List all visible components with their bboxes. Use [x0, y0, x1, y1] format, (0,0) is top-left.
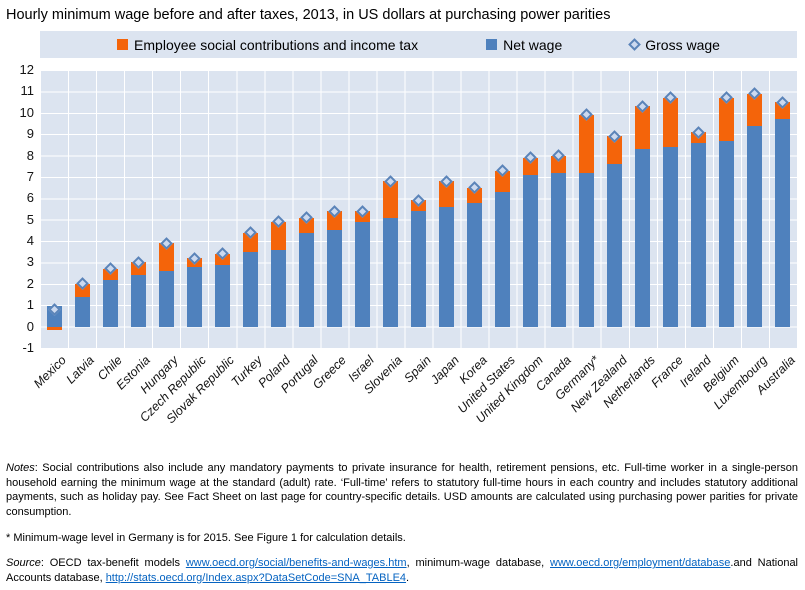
bar-net-wage [298, 232, 314, 327]
bar-net-wage [382, 217, 398, 327]
bar-tax [270, 221, 286, 250]
bar-net-wage [102, 279, 118, 327]
bar-tax [46, 326, 62, 330]
bar-net-wage [439, 206, 455, 327]
bar-net-wage [523, 174, 539, 327]
x-axis-label: Spain [400, 353, 434, 386]
plot-area [40, 70, 797, 348]
footnote: * Minimum-wage level in Germany is for 2… [6, 532, 406, 544]
source-mid1: , minimum-wage database, [406, 557, 551, 569]
bar-net-wage [719, 140, 735, 327]
bar-tax [158, 243, 174, 271]
bar-net-wage [354, 221, 370, 327]
y-axis-tick: 12 [19, 62, 34, 77]
y-axis-tick: -1 [22, 340, 34, 355]
y-axis-tick: 6 [26, 190, 34, 206]
bar-net-wage [74, 296, 90, 327]
source-end: . [406, 571, 410, 584]
bar-net-wage [579, 172, 595, 327]
notes-label: Notes [6, 462, 35, 474]
bar-tax [551, 155, 567, 173]
source-label: Source [6, 557, 41, 569]
chart-legend: Employee social contributions and income… [40, 31, 797, 58]
bar-tax [523, 157, 539, 175]
y-axis-tick: 1 [26, 297, 34, 313]
link-sna-table4[interactable]: http://stats.oecd.org/Index.aspx?DataSet… [105, 571, 407, 584]
source-mid2: .and National Accounts database, [6, 557, 799, 584]
bar-tax [439, 181, 455, 207]
figure-title: Hourly minimum wage before and after tax… [6, 7, 611, 23]
bar-tax [663, 97, 679, 147]
y-axis-tick: 7 [26, 168, 34, 184]
bar-tax [242, 232, 258, 252]
y-axis-tick: 8 [26, 147, 34, 163]
tax-swatch-icon [117, 39, 129, 50]
y-axis-tick: 0 [26, 318, 34, 334]
bar-tax [298, 217, 314, 233]
legend-item-gross-wage: Gross wage [628, 36, 720, 53]
bar-tax [635, 106, 651, 150]
y-axis-tick: 2 [26, 275, 34, 291]
notes-text: : Social contributions also include any … [6, 462, 798, 518]
x-axis-label: Latvia [63, 353, 97, 387]
y-axis-tick: 11 [20, 83, 35, 99]
source-pre: : OECD tax-benefit models [40, 557, 186, 569]
bar-tax [747, 93, 763, 126]
bar-tax [719, 97, 735, 141]
bar-net-wage [214, 264, 230, 327]
bar-net-wage [607, 164, 623, 327]
bar-net-wage [242, 251, 258, 327]
gross-wage-diamond-icon [628, 38, 642, 51]
link-benefits-and-wages[interactable]: www.oecd.org/social/benefits-and-wages.h… [185, 557, 407, 569]
source: Source: OECD tax-benefit models www.oecd… [6, 556, 798, 585]
bar-tax [607, 136, 623, 165]
bar-tax [382, 181, 398, 218]
y-axis-tick: 10 [19, 104, 34, 120]
legend-item-net-wage: Net wage [486, 37, 562, 53]
bar-tax [326, 211, 342, 231]
bar-net-wage [270, 249, 286, 327]
link-employment-database[interactable]: www.oecd.org/employment/database [550, 557, 731, 569]
bar-net-wage [551, 172, 567, 327]
bar-net-wage [326, 230, 342, 327]
x-axis-label: Japan [427, 353, 462, 387]
bar-tax [74, 283, 90, 297]
bar-net-wage [186, 266, 202, 327]
bar-net-wage [663, 146, 679, 327]
bar-net-wage [130, 275, 146, 327]
legend-label-tax: Employee social contributions and income… [134, 36, 419, 53]
bar-net-wage [411, 211, 426, 327]
bar-tax [467, 187, 483, 203]
bar-net-wage [495, 191, 511, 327]
x-axis-label: Mexico [31, 353, 69, 391]
legend-item-tax: Employee social contributions and income… [117, 37, 418, 53]
y-axis-tick: 4 [26, 233, 34, 249]
legend-label-net-wage: Net wage [503, 36, 563, 53]
bar-net-wage [467, 202, 483, 327]
bar-net-wage [747, 125, 763, 327]
y-axis-tick: 3 [26, 254, 34, 270]
bar-net-wage [775, 119, 791, 327]
y-axis-tick: 5 [26, 211, 34, 227]
legend-label-gross-wage: Gross wage [645, 36, 720, 53]
bar-tax [579, 114, 595, 173]
notes: Notes: Social contributions also include… [6, 461, 798, 519]
bar-net-wage [691, 142, 707, 327]
y-axis-tick: 9 [26, 126, 34, 142]
net-wage-swatch-icon [486, 39, 498, 50]
bar-net-wage [635, 149, 651, 327]
bar-net-wage [158, 271, 174, 327]
bar-tax [495, 170, 511, 192]
